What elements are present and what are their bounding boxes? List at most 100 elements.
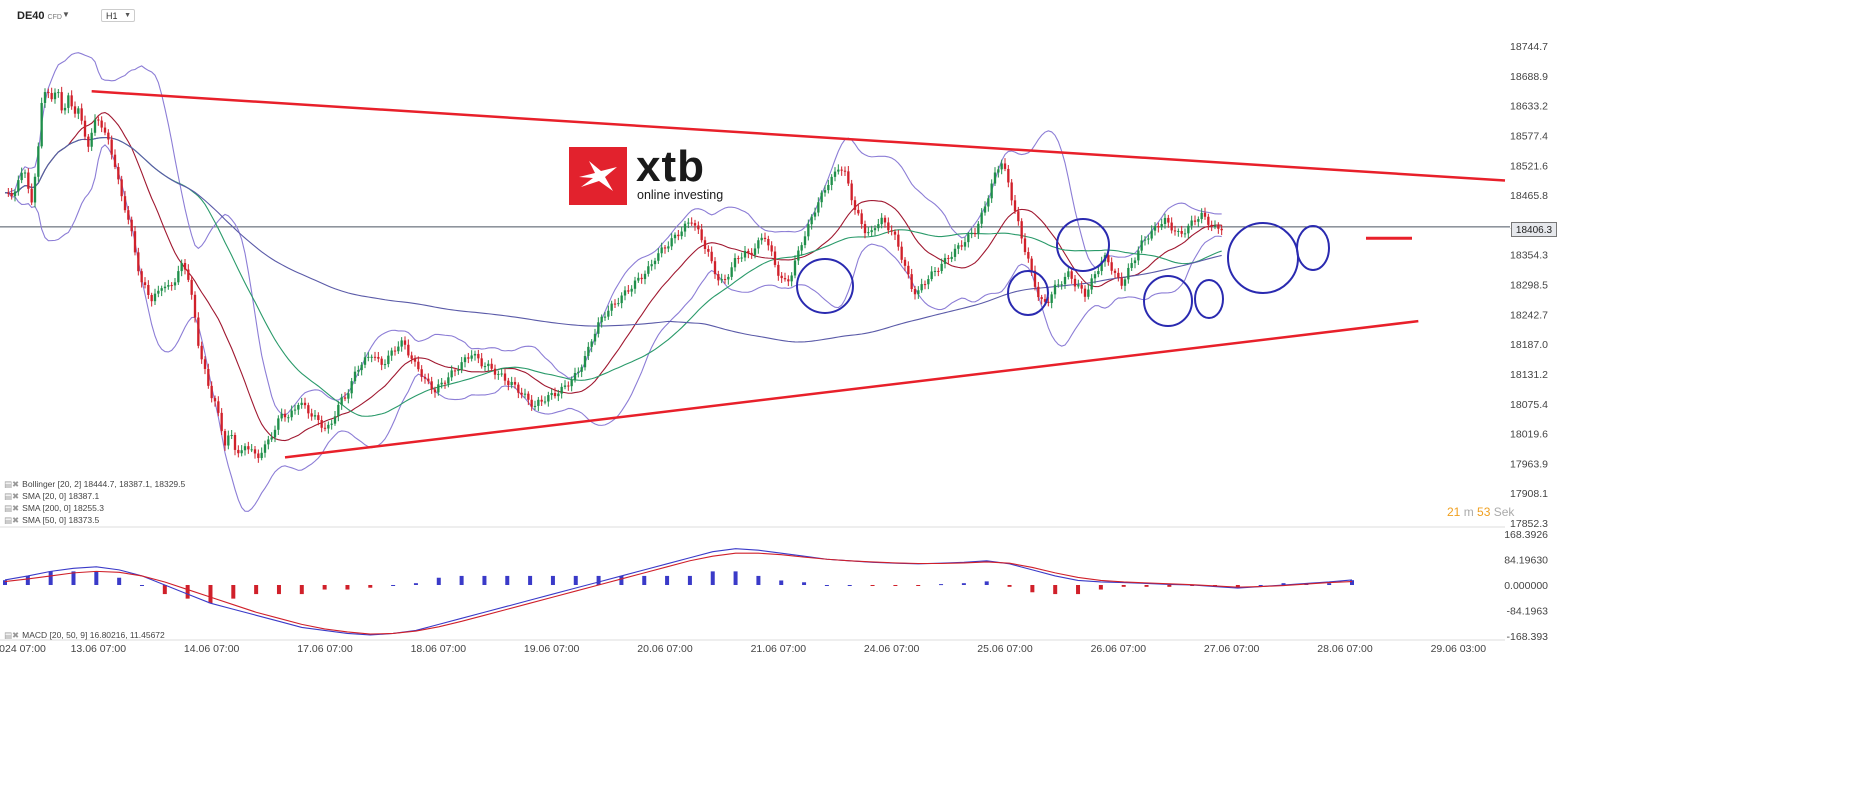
candle-body <box>387 355 390 365</box>
settings-close-icon[interactable]: ▤✖ <box>4 630 20 640</box>
candle-body <box>620 295 623 304</box>
candle-body <box>237 449 240 454</box>
candle-body <box>510 381 513 385</box>
candle-body <box>13 191 17 197</box>
settings-close-icon[interactable]: ▤✖ <box>4 503 20 513</box>
macd-histogram-bar <box>48 571 53 585</box>
settings-close-icon[interactable]: ▤✖ <box>4 479 20 489</box>
candle-body <box>597 322 600 334</box>
candle-body <box>293 409 297 411</box>
macd-histogram-bar <box>94 571 99 585</box>
macd-histogram-bar <box>1030 584 1035 593</box>
candle-body <box>140 271 143 283</box>
macd-histogram-bar <box>916 584 921 586</box>
macd-histogram-bar <box>1076 584 1081 595</box>
candle-body <box>103 127 107 133</box>
candle-body <box>117 166 120 180</box>
candle-body <box>850 183 853 201</box>
macd-histogram-bar <box>802 582 807 585</box>
candle-body <box>940 263 943 272</box>
candle-body <box>570 379 573 387</box>
legend-name: SMA <box>22 503 41 513</box>
candle-body <box>937 270 940 272</box>
candle-body <box>307 405 310 414</box>
candle-body <box>333 416 337 424</box>
macd-histogram-bar <box>368 584 373 588</box>
candle-body <box>637 277 640 281</box>
highlight-circle <box>1227 222 1299 294</box>
chevron-down-icon: ▼ <box>124 12 131 19</box>
candle-body <box>807 224 810 237</box>
xtb-logo: xtb online investing <box>569 142 729 208</box>
candle-body <box>233 435 237 450</box>
candle-body <box>40 102 43 147</box>
chevron-down-icon[interactable]: ▼ <box>62 10 70 19</box>
countdown-sec-unit: Sek <box>1493 505 1515 519</box>
macd-histogram-bar <box>824 584 829 586</box>
macd-histogram-bar <box>619 575 624 585</box>
candle-body <box>360 364 363 371</box>
candle-body <box>963 242 967 247</box>
candle-body <box>670 238 673 247</box>
candle-body <box>290 410 293 418</box>
macd-y-tick-label: 84.19630 <box>1504 555 1548 567</box>
candle-body <box>673 234 677 239</box>
candle-body <box>877 224 880 229</box>
candle-body <box>993 172 997 184</box>
candle-body <box>357 370 360 372</box>
candle-body <box>803 236 807 246</box>
candle-body <box>1150 230 1153 239</box>
candle-body <box>1127 267 1130 280</box>
candle-body <box>250 449 253 451</box>
x-tick-label: 19.06 07:00 <box>524 643 580 655</box>
timeframe-selector[interactable]: H1 ▼ <box>101 9 135 22</box>
legend-bollinger[interactable]: ▤✖ Bollinger [20, 2] 18444.7, 18387.1, 18… <box>4 479 185 490</box>
candle-body <box>390 350 393 356</box>
candle-body <box>527 393 530 400</box>
legend-sma200[interactable]: ▤✖ SMA [200, 0] 18255.3 <box>4 503 104 514</box>
candle-body <box>1003 163 1007 169</box>
candle-body <box>703 240 707 249</box>
candle-body <box>847 171 850 184</box>
legend-sma20[interactable]: ▤✖ SMA [20, 0] 18387.1 <box>4 491 99 502</box>
candle-body <box>63 107 67 111</box>
y-tick-label: 18298.5 <box>1510 280 1548 292</box>
candle-body <box>47 92 50 94</box>
candle-body <box>187 269 190 280</box>
candle-body <box>990 183 993 199</box>
candle-body <box>503 373 507 381</box>
settings-close-icon[interactable]: ▤✖ <box>4 491 20 501</box>
logo-tagline: online investing <box>637 188 724 202</box>
countdown-minutes: 21 <box>1447 505 1461 519</box>
candle-body <box>440 382 443 385</box>
candle-body <box>953 248 957 257</box>
candle-body <box>443 382 447 384</box>
candle-body <box>547 395 550 402</box>
candle-body <box>1040 297 1043 300</box>
legend-values: 16.80216, 11.45672 <box>89 630 165 640</box>
candle-body <box>37 146 40 177</box>
candle-body <box>280 413 283 419</box>
candle-body <box>157 290 160 294</box>
candle-body <box>923 284 927 286</box>
macd-histogram-bar <box>1327 583 1332 585</box>
candle-body <box>960 245 963 247</box>
candle-body <box>57 92 60 94</box>
macd-histogram-bar <box>231 584 236 599</box>
macd-line <box>4 548 1353 636</box>
candle-body <box>537 399 540 406</box>
candle-body <box>1107 255 1110 263</box>
candle-body <box>1033 270 1037 287</box>
candle-body <box>453 370 457 372</box>
candle-body <box>820 192 823 203</box>
legend-sma50[interactable]: ▤✖ SMA [50, 0] 18373.5 <box>4 515 99 526</box>
candle-body <box>247 446 250 450</box>
candle-body <box>97 119 100 121</box>
settings-close-icon[interactable]: ▤✖ <box>4 515 20 525</box>
candle-body <box>710 251 713 262</box>
symbol-selector[interactable]: DE40 CFD <box>17 10 62 22</box>
candle-body <box>610 303 613 311</box>
candle-body <box>1110 262 1113 271</box>
candle-body <box>863 224 867 234</box>
legend-macd[interactable]: ▤✖ MACD [20, 50, 9] 16.80216, 11.45672 <box>4 630 165 641</box>
